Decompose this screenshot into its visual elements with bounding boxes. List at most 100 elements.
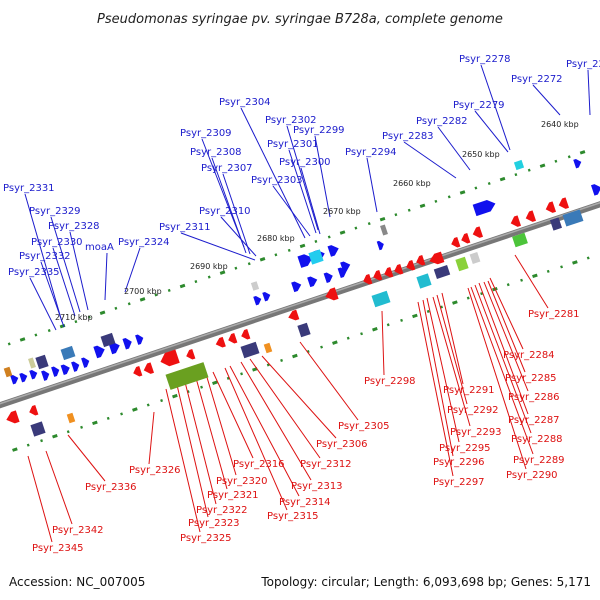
lower-tick-mark bbox=[466, 296, 470, 300]
upper-tick-mark bbox=[247, 262, 251, 266]
forward-gene-arrow bbox=[253, 295, 262, 306]
reverse-gene-label: Psyr_2305 bbox=[338, 421, 390, 432]
upper-tick-mark bbox=[579, 150, 586, 155]
lower-tick-mark bbox=[332, 340, 338, 345]
upper-tick-mark bbox=[59, 323, 66, 329]
upper-tick-mark bbox=[139, 297, 146, 302]
reverse-gene-label: Psyr_2312 bbox=[300, 459, 352, 470]
reverse-gene-arrow bbox=[416, 254, 426, 266]
forward-gene-arrow bbox=[573, 158, 582, 169]
forward-gene-label: Psyr_2283 bbox=[382, 131, 434, 142]
forward-gene-arrow bbox=[472, 200, 496, 217]
lower-tick-mark bbox=[386, 323, 390, 327]
forward-gene-label: Psyr_2330 bbox=[31, 237, 83, 248]
upper-tick-mark bbox=[19, 337, 26, 342]
forward-gene-label: Psyr_2309 bbox=[180, 128, 232, 139]
label-layer: 2640 kbp 2650 kbp 2660 kbp 2670 kbp 2680 kbp… bbox=[3, 54, 600, 554]
forward-leader-line bbox=[124, 247, 141, 293]
reverse-gene-label: Psyr_2285 bbox=[505, 373, 557, 384]
forward-gene-label: Psyr_2303 bbox=[251, 175, 303, 186]
lower-tick-mark bbox=[240, 372, 244, 376]
reverse-leader-line bbox=[148, 411, 155, 465]
kbp-tick-label: 2690 kbp bbox=[190, 262, 228, 271]
reverse-gene-arrow bbox=[241, 328, 251, 340]
feature-box bbox=[433, 265, 451, 279]
feature-box bbox=[30, 421, 46, 437]
reverse-leader-line bbox=[441, 292, 464, 385]
lower-tick-mark bbox=[400, 318, 404, 322]
lower-tick-mark bbox=[212, 380, 218, 385]
feature-box bbox=[513, 159, 525, 171]
reverse-gene-label: Psyr_2297 bbox=[433, 477, 485, 488]
reverse-gene-label: Psyr_2345 bbox=[32, 543, 84, 554]
forward-gene-label: Psyr_2267 bbox=[566, 59, 600, 70]
forward-gene-label: Psyr_2307 bbox=[201, 163, 253, 174]
upper-tick-mark bbox=[314, 239, 318, 243]
track-layer bbox=[0, 64, 600, 543]
forward-gene-arrow bbox=[81, 357, 90, 368]
reverse-leader-line bbox=[224, 367, 288, 511]
reverse-gene-arrow bbox=[429, 251, 445, 265]
reverse-gene-label: Psyr_2292 bbox=[447, 405, 499, 416]
reverse-leader-line bbox=[195, 377, 228, 490]
reverse-leader-line bbox=[417, 301, 454, 477]
lower-tick-mark bbox=[146, 403, 150, 407]
reverse-gene-arrow bbox=[545, 201, 557, 213]
forward-leader-line bbox=[288, 149, 317, 234]
forward-gene-label: Psyr_2272 bbox=[511, 74, 563, 85]
reverse-leader-line bbox=[176, 384, 209, 518]
forward-gene-label: Psyr_2279 bbox=[453, 100, 505, 111]
upper-tick-mark bbox=[34, 333, 38, 337]
forward-gene-label: Psyr_2310 bbox=[199, 206, 251, 217]
forward-leader-line bbox=[40, 261, 65, 328]
lower-tick-mark bbox=[280, 358, 284, 362]
forward-gene-arrow bbox=[135, 334, 144, 345]
reverse-gene-label: Psyr_2293 bbox=[450, 427, 502, 438]
kbp-tick-label: 2670 kbp bbox=[323, 207, 361, 216]
forward-gene-arrow bbox=[291, 281, 302, 293]
feature-box bbox=[416, 273, 432, 289]
reverse-gene-arrow bbox=[29, 404, 39, 416]
reverse-leader-line bbox=[212, 371, 254, 459]
forward-leader-line bbox=[474, 110, 509, 153]
lower-tick-mark bbox=[80, 425, 84, 429]
reverse-gene-label: Psyr_2326 bbox=[129, 465, 181, 476]
upper-tick-mark bbox=[167, 288, 171, 292]
kbp-tick-label: 2660 kbp bbox=[393, 179, 431, 188]
lower-tick-mark bbox=[120, 412, 124, 416]
forward-leader-line bbox=[69, 231, 89, 311]
lower-tick-mark bbox=[452, 300, 458, 305]
upper-tick-mark bbox=[207, 275, 211, 279]
reverse-leader-line bbox=[205, 373, 237, 476]
forward-leader-line bbox=[532, 84, 561, 116]
forward-gene-arrow bbox=[51, 366, 60, 377]
reverse-leader-line bbox=[432, 296, 471, 427]
reverse-gene-arrow bbox=[288, 309, 300, 321]
lower-tick-mark bbox=[346, 336, 350, 340]
forward-leader-line bbox=[222, 173, 251, 255]
reverse-gene-label: Psyr_2321 bbox=[207, 490, 259, 501]
feature-box bbox=[469, 251, 481, 265]
forward-leader-line bbox=[29, 277, 57, 331]
feature-box bbox=[371, 290, 391, 308]
reverse-gene-label: Psyr_2287 bbox=[508, 415, 560, 426]
forward-leader-line bbox=[437, 126, 471, 171]
forward-gene-arrow bbox=[337, 267, 347, 279]
reverse-leader-line bbox=[67, 434, 106, 482]
reverse-gene-arrow bbox=[228, 332, 238, 344]
reverse-leader-line bbox=[299, 341, 359, 421]
upper-tick-mark bbox=[339, 230, 346, 235]
upper-tick-mark bbox=[299, 243, 306, 249]
reverse-gene-label: Psyr_2295 bbox=[439, 443, 491, 454]
reverse-gene-label: Psyr_2320 bbox=[216, 476, 268, 487]
lower-tick-mark bbox=[532, 273, 538, 279]
reverse-gene-arrow bbox=[186, 348, 196, 360]
forward-gene-label: Psyr_2301 bbox=[267, 139, 319, 150]
forward-gene-arrow bbox=[590, 184, 600, 196]
lower-tick-mark bbox=[92, 420, 98, 426]
forward-gene-label: Psyr_2304 bbox=[219, 97, 271, 108]
gene-layer bbox=[3, 158, 600, 437]
upper-tick-mark bbox=[487, 181, 491, 186]
reverse-gene-label: Psyr_2313 bbox=[291, 481, 343, 492]
upper-tick-mark bbox=[354, 226, 358, 230]
